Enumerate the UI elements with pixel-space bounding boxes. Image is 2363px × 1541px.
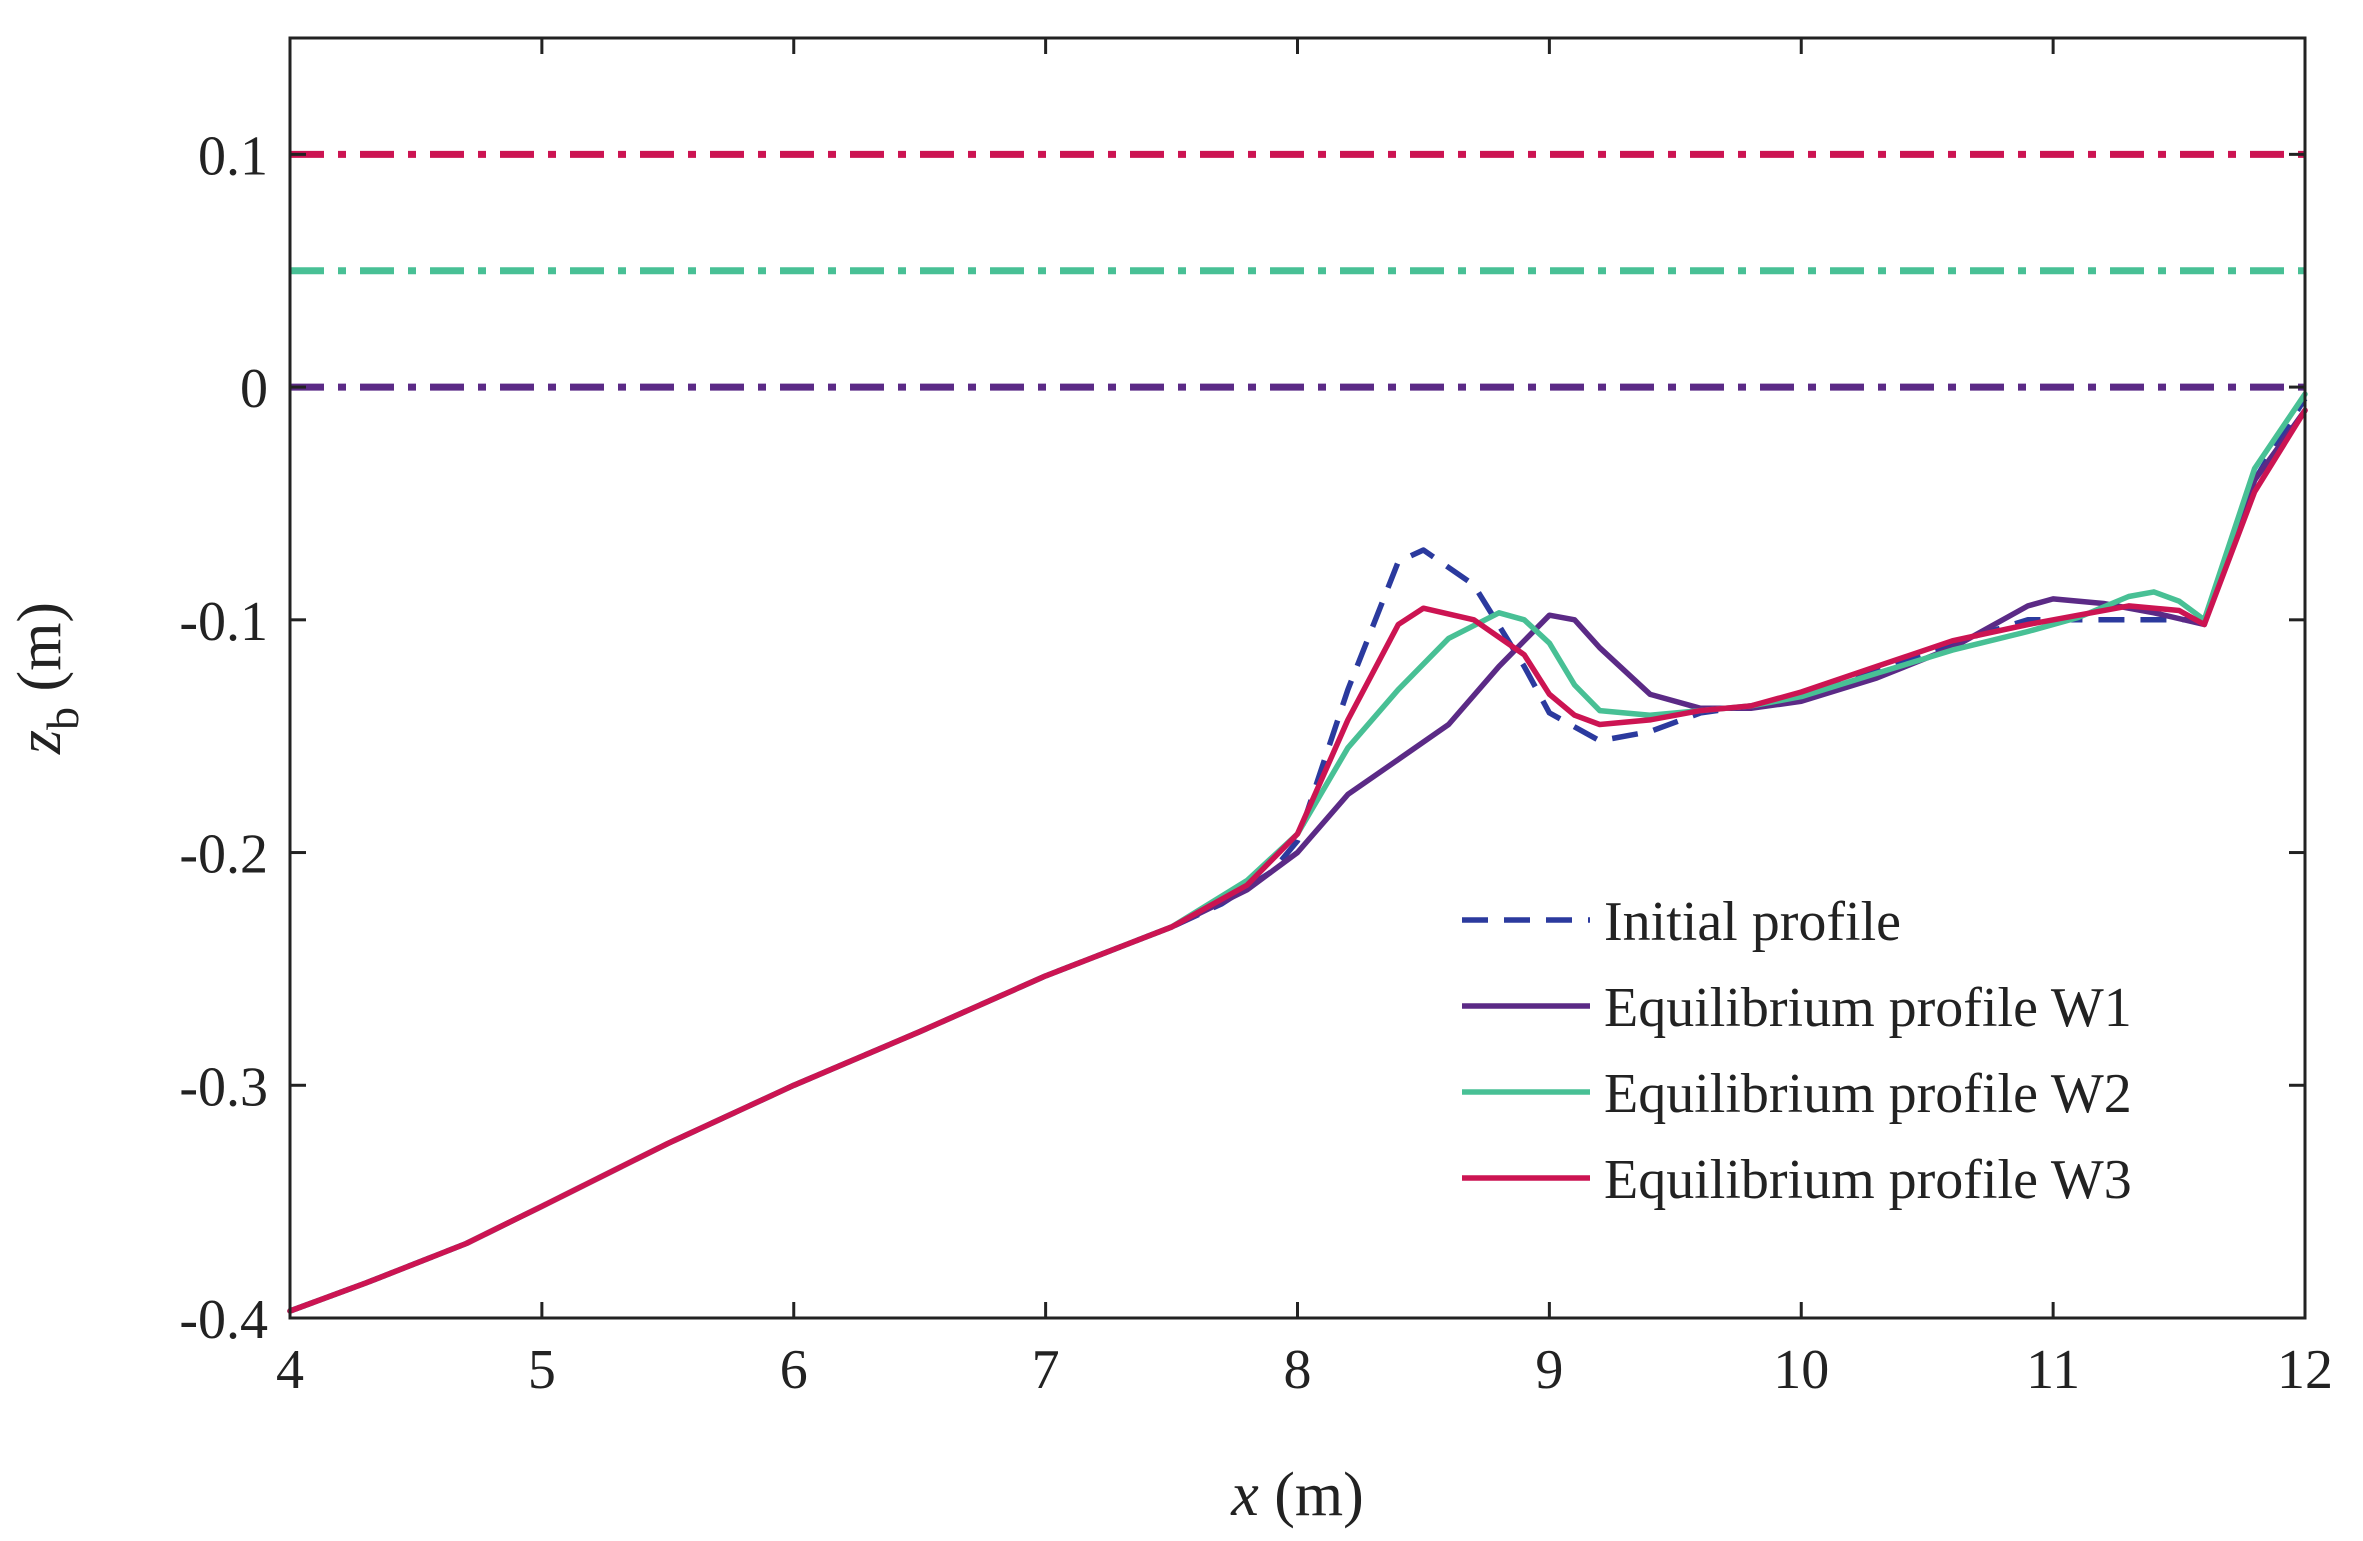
series-line-3 [287, 407, 2308, 1314]
x-tick-label: 5 [528, 1339, 556, 1401]
y-axis-unit: (m) [6, 602, 74, 707]
x-axis-variable: x [1230, 1461, 1259, 1529]
x-tick-label: 11 [2026, 1339, 2080, 1401]
y-axis-variable: z [6, 730, 74, 755]
x-tick-label: 7 [1032, 1339, 1060, 1401]
legend-label-0: Initial profile [1604, 891, 1901, 953]
legend-label-3: Equilibrium profile W3 [1604, 1149, 2132, 1211]
legend: Initial profile Equilibrium profile W1 Equ… [1462, 891, 2132, 1211]
axis-ticks: 4 5 6 7 8 9 10 11 12 -0.4 -0.3 -0.2 -0.1 0 0.1 [179, 38, 2333, 1401]
x-axis-unit: (m) [1259, 1461, 1364, 1529]
y-tick-label: -0.4 [179, 1289, 268, 1351]
y-tick-label: 0 [240, 358, 268, 420]
x-tick-label: 6 [780, 1339, 808, 1401]
plot-area [287, 150, 2308, 1314]
y-tick-label: -0.2 [179, 824, 268, 886]
legend-label-1: Equilibrium profile W1 [1604, 977, 2132, 1039]
y-tick-label: -0.3 [179, 1056, 268, 1118]
y-tick-label: -0.1 [179, 591, 268, 653]
x-tick-label: 4 [276, 1339, 304, 1401]
legend-label-2: Equilibrium profile W2 [1604, 1063, 2132, 1125]
x-tick-label: 12 [2277, 1339, 2333, 1401]
y-axis-subscript: b [37, 707, 88, 730]
x-tick-label: 8 [1284, 1339, 1312, 1401]
x-tick-label: 10 [1773, 1339, 1829, 1401]
y-tick-label: 0.1 [198, 125, 268, 187]
x-axis-label: x (m) [1230, 1461, 1364, 1529]
y-axis-label: zb (m) [6, 602, 88, 755]
x-tick-label: 9 [1535, 1339, 1563, 1401]
